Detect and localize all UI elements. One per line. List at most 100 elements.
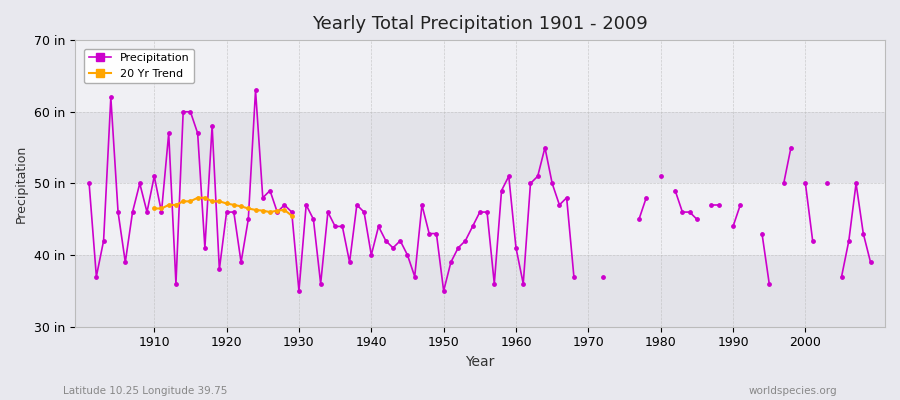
Point xyxy=(104,94,118,101)
Point xyxy=(168,280,183,287)
Point xyxy=(220,200,234,207)
Point xyxy=(632,216,646,222)
Point xyxy=(451,245,465,251)
Point xyxy=(263,187,277,194)
Point xyxy=(306,216,320,222)
Point xyxy=(553,202,567,208)
Point xyxy=(516,280,530,287)
Point xyxy=(248,207,263,213)
Point xyxy=(161,202,176,208)
Point xyxy=(227,209,241,215)
Point xyxy=(256,194,270,201)
Point xyxy=(682,209,697,215)
Point xyxy=(372,223,386,230)
Point xyxy=(734,202,748,208)
Point xyxy=(191,130,205,136)
Point xyxy=(227,202,241,208)
Point xyxy=(465,223,480,230)
Point xyxy=(762,280,777,287)
Point xyxy=(596,273,610,280)
Point xyxy=(530,173,544,180)
Point xyxy=(849,180,863,187)
Point xyxy=(820,180,834,187)
Point xyxy=(299,202,313,208)
Point xyxy=(176,108,191,115)
Point xyxy=(277,207,292,213)
Point xyxy=(856,230,870,237)
Point xyxy=(270,209,284,215)
Point xyxy=(241,205,256,212)
Point xyxy=(508,245,523,251)
Point xyxy=(653,173,668,180)
Point xyxy=(436,288,451,294)
Point xyxy=(313,280,328,287)
Point xyxy=(140,209,154,215)
Point xyxy=(480,209,494,215)
Point xyxy=(284,212,299,219)
Title: Yearly Total Precipitation 1901 - 2009: Yearly Total Precipitation 1901 - 2009 xyxy=(312,15,648,33)
Bar xyxy=(75,255,885,327)
Point xyxy=(248,87,263,94)
Point xyxy=(168,202,183,208)
Point xyxy=(386,245,400,251)
Point xyxy=(212,198,227,204)
Point xyxy=(364,252,379,258)
Point xyxy=(154,209,168,215)
Point xyxy=(668,187,682,194)
Point xyxy=(147,173,161,180)
Point xyxy=(328,223,342,230)
Point xyxy=(263,209,277,215)
Point xyxy=(393,238,408,244)
Text: Latitude 10.25 Longitude 39.75: Latitude 10.25 Longitude 39.75 xyxy=(63,386,228,396)
Point xyxy=(335,223,349,230)
Point xyxy=(400,252,415,258)
Point xyxy=(234,203,248,210)
Point xyxy=(523,180,537,187)
Point xyxy=(89,273,104,280)
Point xyxy=(349,202,364,208)
Point xyxy=(220,209,234,215)
Point xyxy=(798,180,813,187)
Point xyxy=(198,245,212,251)
Point xyxy=(537,144,552,151)
Point xyxy=(472,209,487,215)
Point xyxy=(806,238,820,244)
Point xyxy=(422,230,436,237)
Point xyxy=(545,180,560,187)
Point xyxy=(184,198,198,204)
Point xyxy=(342,259,356,266)
Point xyxy=(704,202,718,208)
Point xyxy=(777,180,791,187)
Point xyxy=(82,180,96,187)
Point xyxy=(689,216,704,222)
Y-axis label: Precipitation: Precipitation xyxy=(15,144,28,222)
Point xyxy=(176,198,191,204)
Point xyxy=(711,202,725,208)
Point xyxy=(458,238,473,244)
Point xyxy=(161,130,176,136)
Point xyxy=(277,202,292,208)
Point xyxy=(205,198,220,204)
Point xyxy=(494,187,508,194)
Point xyxy=(357,209,372,215)
Point xyxy=(379,238,393,244)
Point xyxy=(147,205,161,212)
Point xyxy=(256,208,270,214)
Point xyxy=(560,194,574,201)
Point xyxy=(444,259,458,266)
Point xyxy=(132,180,147,187)
Point xyxy=(863,259,878,266)
Point xyxy=(429,230,444,237)
Point xyxy=(184,108,198,115)
Point xyxy=(125,209,140,215)
Point xyxy=(118,259,132,266)
Point xyxy=(755,230,770,237)
Point xyxy=(198,194,212,201)
Point xyxy=(842,238,856,244)
Point xyxy=(675,209,689,215)
Point xyxy=(191,194,205,201)
Point xyxy=(241,216,256,222)
Legend: Precipitation, 20 Yr Trend: Precipitation, 20 Yr Trend xyxy=(85,48,194,83)
Point xyxy=(292,288,306,294)
Point xyxy=(639,194,653,201)
